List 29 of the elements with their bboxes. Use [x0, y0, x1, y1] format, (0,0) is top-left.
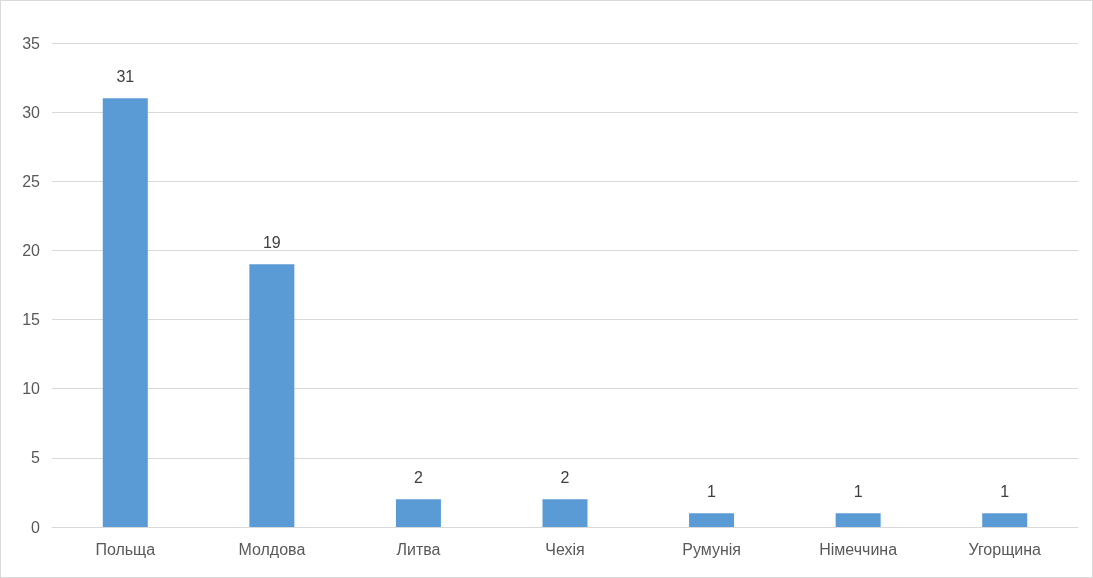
- x-tick-label: Литва: [396, 540, 441, 558]
- x-tick-label: Молдова: [238, 540, 306, 558]
- data-label: 1: [707, 482, 717, 500]
- y-tick-label: 25: [22, 172, 41, 190]
- bar: [982, 513, 1028, 527]
- y-tick-label: 5: [31, 449, 41, 467]
- bar: [395, 499, 441, 527]
- bar: [835, 513, 881, 527]
- data-label: 2: [560, 468, 570, 486]
- data-label: 19: [262, 233, 281, 251]
- data-label: 31: [116, 67, 135, 85]
- bar: [689, 513, 735, 527]
- y-tick-label: 15: [22, 311, 41, 329]
- x-tick-label: Чехія: [545, 540, 585, 558]
- y-tick-label: 30: [22, 103, 41, 121]
- data-label: 1: [853, 482, 863, 500]
- y-tick-label: 0: [31, 518, 41, 536]
- x-tick-label: Німеччина: [819, 540, 898, 558]
- y-tick-label: 35: [22, 34, 41, 52]
- y-tick-label: 10: [22, 380, 41, 398]
- bar: [249, 264, 295, 527]
- x-tick-label: Польща: [95, 540, 156, 558]
- data-label: 1: [1000, 482, 1010, 500]
- bar: [102, 98, 148, 527]
- bar: [542, 499, 588, 527]
- data-label: 2: [413, 468, 423, 486]
- x-tick-label: Угорщина: [968, 540, 1042, 558]
- y-tick-label: 20: [22, 241, 41, 259]
- x-tick-label: Румунія: [682, 540, 741, 558]
